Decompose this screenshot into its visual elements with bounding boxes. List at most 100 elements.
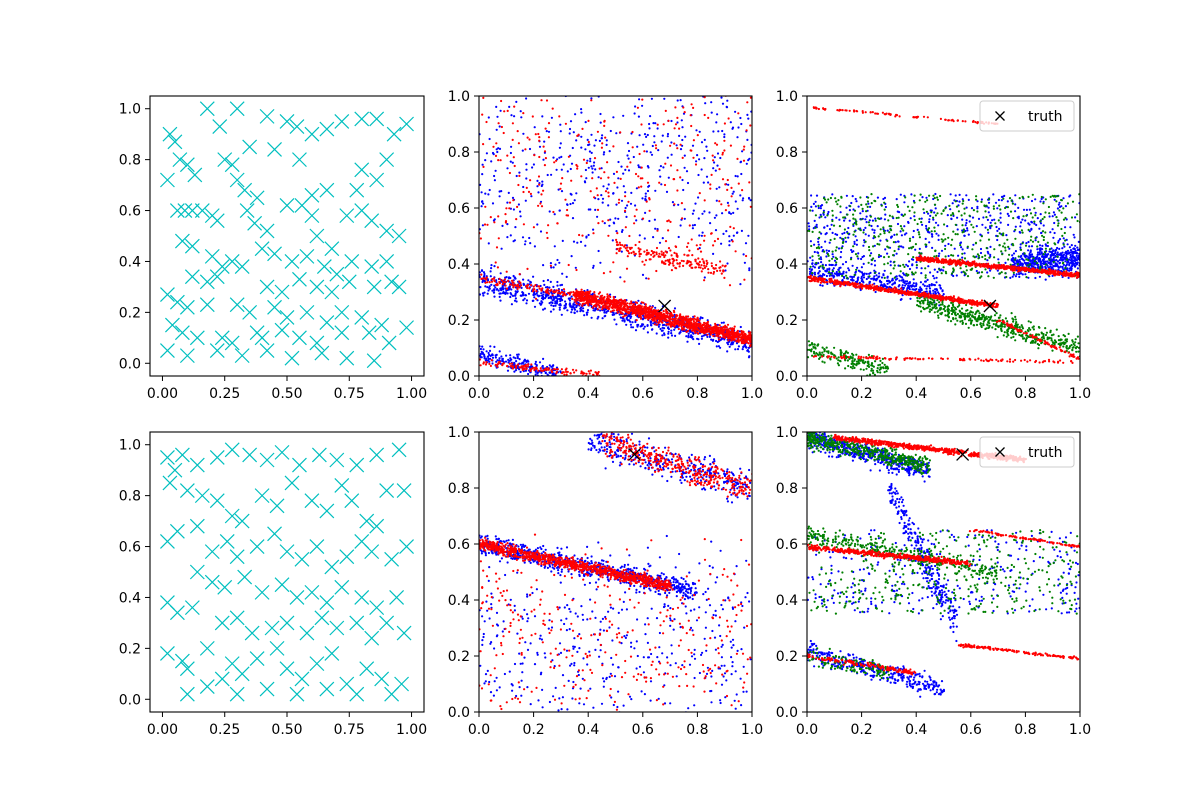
data-point xyxy=(558,146,562,149)
subplot-top-left: 0.00 0.25 0.50 0.75 1.000.00.20.40.60.81.0 xyxy=(119,95,427,402)
data-point xyxy=(710,173,713,176)
data-point xyxy=(925,196,928,199)
data-point xyxy=(722,270,725,273)
data-point xyxy=(506,223,509,226)
data-point xyxy=(618,298,621,302)
data-point xyxy=(632,155,635,159)
data-point xyxy=(551,294,554,297)
data-point xyxy=(508,359,512,362)
data-point xyxy=(749,96,752,99)
data-point xyxy=(942,293,945,296)
data-point xyxy=(993,218,996,221)
data-point xyxy=(716,334,719,337)
data-point-marker xyxy=(189,330,205,346)
data-point xyxy=(691,224,695,227)
data-point xyxy=(655,246,659,250)
data-point xyxy=(737,334,740,337)
data-point-marker xyxy=(169,203,185,218)
data-point xyxy=(522,365,525,368)
data-point xyxy=(499,287,502,290)
data-point xyxy=(1031,259,1034,262)
data-point xyxy=(650,97,654,100)
data-point xyxy=(882,273,885,276)
data-point xyxy=(696,134,699,137)
data-point xyxy=(963,252,966,255)
data-point xyxy=(507,288,510,291)
data-point xyxy=(662,312,666,316)
data-point xyxy=(574,300,577,303)
data-point xyxy=(670,254,673,257)
data-point xyxy=(645,135,648,138)
data-point-marker xyxy=(229,297,245,313)
data-point xyxy=(646,133,649,137)
data-point xyxy=(828,267,831,270)
data-point xyxy=(542,308,545,311)
data-point xyxy=(640,311,643,314)
data-point xyxy=(732,190,735,193)
data-point xyxy=(575,139,578,142)
data-point xyxy=(736,231,739,234)
data-point xyxy=(718,186,721,189)
data-point xyxy=(734,174,737,178)
data-point xyxy=(553,290,556,293)
data-point xyxy=(612,145,615,148)
data-point xyxy=(1076,246,1079,249)
data-point xyxy=(831,193,834,196)
data-point xyxy=(1025,254,1028,257)
data-point xyxy=(742,345,745,349)
data-point xyxy=(885,279,889,283)
data-point xyxy=(685,170,689,173)
data-point xyxy=(691,318,694,321)
data-point xyxy=(664,109,667,112)
data-point xyxy=(709,187,712,190)
data-point xyxy=(679,313,682,316)
data-point-marker xyxy=(194,203,210,218)
data-point xyxy=(555,159,558,162)
data-point xyxy=(841,263,845,266)
data-point xyxy=(984,226,987,229)
data-point xyxy=(700,234,704,237)
data-point xyxy=(710,232,713,235)
data-point xyxy=(859,288,862,292)
data-point xyxy=(1044,254,1047,257)
data-point xyxy=(539,367,542,370)
data-point xyxy=(740,340,744,343)
data-point xyxy=(500,99,503,103)
data-point xyxy=(893,281,897,284)
data-point xyxy=(532,285,535,288)
data-point xyxy=(961,218,964,221)
data-point xyxy=(572,240,576,243)
data-point xyxy=(687,323,690,326)
data-point xyxy=(1056,264,1059,267)
data-point xyxy=(747,196,751,200)
data-point xyxy=(496,115,499,118)
data-point xyxy=(644,313,647,317)
data-point xyxy=(623,209,627,212)
data-point xyxy=(897,285,900,288)
data-point xyxy=(1056,260,1059,263)
data-point xyxy=(808,272,812,275)
data-point xyxy=(587,140,590,144)
data-point xyxy=(624,206,627,210)
data-point xyxy=(809,240,813,243)
data-point xyxy=(629,202,633,205)
data-point xyxy=(547,296,550,300)
data-point xyxy=(681,126,684,129)
data-point xyxy=(835,270,838,274)
data-point xyxy=(678,134,681,137)
data-point xyxy=(715,199,718,202)
data-point xyxy=(731,126,735,129)
data-point-marker xyxy=(174,325,190,341)
data-point xyxy=(619,131,622,134)
data-point xyxy=(857,205,860,208)
data-point xyxy=(603,124,606,127)
data-point xyxy=(518,366,521,369)
data-point xyxy=(1037,263,1040,266)
data-point xyxy=(570,162,574,165)
data-point xyxy=(700,335,704,338)
data-point-marker xyxy=(366,279,382,295)
data-point xyxy=(576,290,580,293)
data-point xyxy=(934,192,937,196)
data-point xyxy=(1027,240,1030,244)
data-point xyxy=(1064,205,1067,208)
